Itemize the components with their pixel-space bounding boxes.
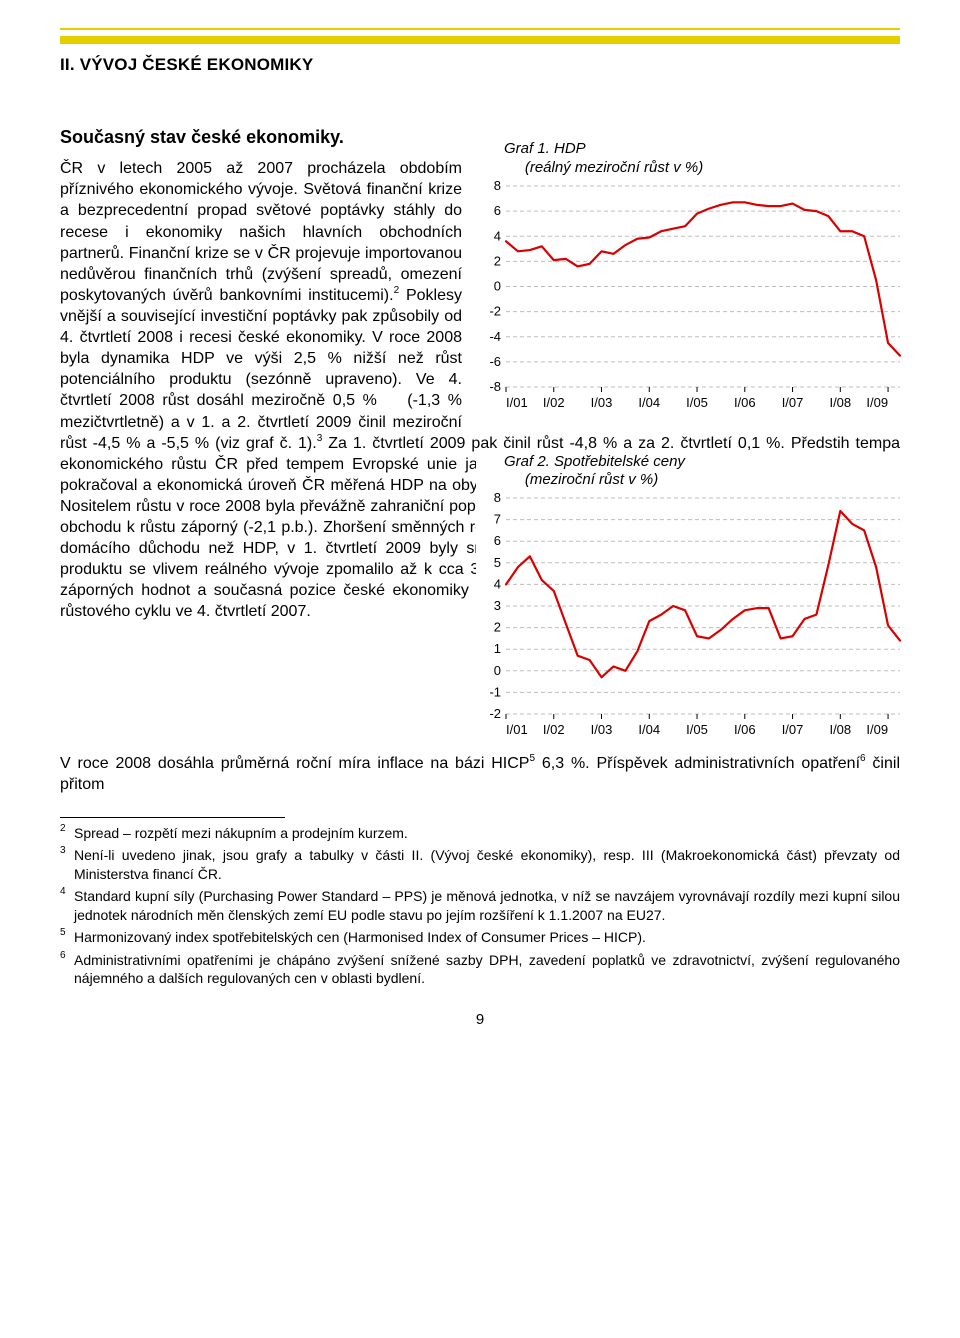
svg-text:6: 6 — [494, 533, 501, 548]
svg-text:I/05: I/05 — [686, 395, 708, 410]
svg-text:-2: -2 — [489, 303, 501, 318]
fn2-text: Spread – rozpětí mezi nákupním a prodejn… — [74, 825, 408, 841]
svg-text:I/03: I/03 — [591, 395, 613, 410]
chart-cpi: Graf 2. Spotřebitelské ceny (meziroční r… — [476, 453, 906, 743]
p2-b: 6,3 %. Příspěvek administrativních opatř… — [535, 755, 860, 772]
fn6-num: 6 — [60, 949, 66, 962]
fn3-num: 3 — [60, 844, 66, 857]
svg-text:I/04: I/04 — [638, 722, 660, 737]
chart-hdp-title-line1: Graf 1. HDP — [504, 140, 586, 157]
chart-cpi-title: Graf 2. Spotřebitelské ceny (meziroční r… — [504, 453, 906, 491]
top-rule — [60, 28, 900, 30]
svg-text:I/02: I/02 — [543, 395, 565, 410]
chart-cpi-svg: -2 -1 0 1 2 3 4 5 6 7 8 I/01 I/02 I/03 I/04 I/05 I/06 I/0… — [476, 492, 906, 742]
p1-b: Poklesy vnější a související investiční … — [60, 287, 462, 452]
sup-2: 2 — [394, 285, 400, 296]
svg-text:I/04: I/04 — [638, 395, 660, 410]
page: II. VÝVOJ ČESKÉ EKONOMIKY Současný stav … — [0, 0, 960, 1053]
svg-text:I/09: I/09 — [866, 395, 888, 410]
body-wrap-2: Graf 2. Spotřebitelské ceny (meziroční r… — [60, 623, 900, 1030]
chart-cpi-title-line2: (meziroční růst v %) — [525, 471, 658, 488]
sup-5: 5 — [529, 753, 535, 764]
footnote-6: 6 Administrativními opatřeními je chápáno… — [60, 951, 900, 988]
svg-text:I/03: I/03 — [591, 722, 613, 737]
p1-a: ČR v letech 2005 až 2007 procházela obdo… — [60, 160, 462, 304]
svg-text:-8: -8 — [489, 379, 501, 394]
svg-text:6: 6 — [494, 203, 501, 218]
fn5-text: Harmonizovaný index spotřebitelských cen… — [74, 929, 646, 945]
page-number: 9 — [60, 1010, 900, 1030]
footnote-2: 2 Spread – rozpětí mezi nákupním a prodej… — [60, 824, 900, 842]
footnote-3: 3 Není-li uvedeno jinak, jsou grafy a tab… — [60, 846, 900, 883]
header-band: II. VÝVOJ ČESKÉ EKONOMIKY — [60, 36, 900, 86]
fn3-text: Není-li uvedeno jinak, jsou grafy a tabu… — [74, 847, 900, 881]
chart-hdp-svg: -8 -6 -4 -2 0 2 4 6 8 I/01 I/02 I/03 I/04 I/05 I/06 I/0… — [476, 180, 906, 415]
svg-text:-2: -2 — [489, 706, 501, 721]
svg-text:I/08: I/08 — [829, 395, 851, 410]
chart-hdp-title: Graf 1. HDP (reálný meziroční růst v %) — [504, 140, 906, 178]
svg-text:I/01: I/01 — [506, 395, 528, 410]
svg-text:-6: -6 — [489, 354, 501, 369]
fn6-text: Administrativními opatřeními je chápáno … — [74, 952, 900, 986]
chart-cpi-title-line1: Graf 2. Spotřebitelské ceny — [504, 453, 685, 470]
footnote-5: 5 Harmonizovaný index spotřebitelských ce… — [60, 928, 900, 946]
section-title: II. VÝVOJ ČESKÉ EKONOMIKY — [60, 55, 313, 74]
p2-a: V roce 2008 dosáhla průměrná roční míra … — [60, 755, 529, 772]
svg-text:I/05: I/05 — [686, 722, 708, 737]
fn5-num: 5 — [60, 926, 66, 939]
sup-3: 3 — [317, 433, 323, 444]
svg-text:5: 5 — [494, 555, 501, 570]
fn4-text: Standard kupní síly (Purchasing Power St… — [74, 888, 900, 922]
svg-text:-1: -1 — [489, 684, 501, 699]
chart-hdp-title-line2: (reálný meziroční růst v %) — [525, 159, 703, 176]
svg-text:1: 1 — [494, 641, 501, 656]
svg-text:I/09: I/09 — [866, 722, 888, 737]
svg-text:I/01: I/01 — [506, 722, 528, 737]
svg-text:2: 2 — [494, 253, 501, 268]
svg-text:4: 4 — [494, 228, 501, 243]
svg-text:I/07: I/07 — [782, 722, 804, 737]
paragraph-2: V roce 2008 dosáhla průměrná roční míra … — [60, 753, 900, 795]
svg-text:I/02: I/02 — [543, 722, 565, 737]
svg-text:3: 3 — [494, 598, 501, 613]
svg-text:I/06: I/06 — [734, 722, 756, 737]
svg-text:8: 8 — [494, 180, 501, 193]
fn2-num: 2 — [60, 822, 66, 835]
svg-text:0: 0 — [494, 278, 501, 293]
svg-text:8: 8 — [494, 492, 501, 505]
svg-text:7: 7 — [494, 512, 501, 527]
svg-text:I/06: I/06 — [734, 395, 756, 410]
svg-text:I/07: I/07 — [782, 395, 804, 410]
fn4-num: 4 — [60, 885, 66, 898]
header-gap — [60, 86, 900, 126]
svg-text:0: 0 — [494, 663, 501, 678]
svg-text:4: 4 — [494, 576, 501, 591]
svg-text:I/08: I/08 — [829, 722, 851, 737]
footnote-rule — [60, 817, 285, 818]
footnote-4: 4 Standard kupní síly (Purchasing Power S… — [60, 887, 900, 924]
svg-text:-4: -4 — [489, 328, 501, 343]
svg-text:2: 2 — [494, 620, 501, 635]
sup-6: 6 — [860, 753, 866, 764]
chart-hdp: Graf 1. HDP (reálný meziroční růst v %) … — [476, 140, 906, 415]
